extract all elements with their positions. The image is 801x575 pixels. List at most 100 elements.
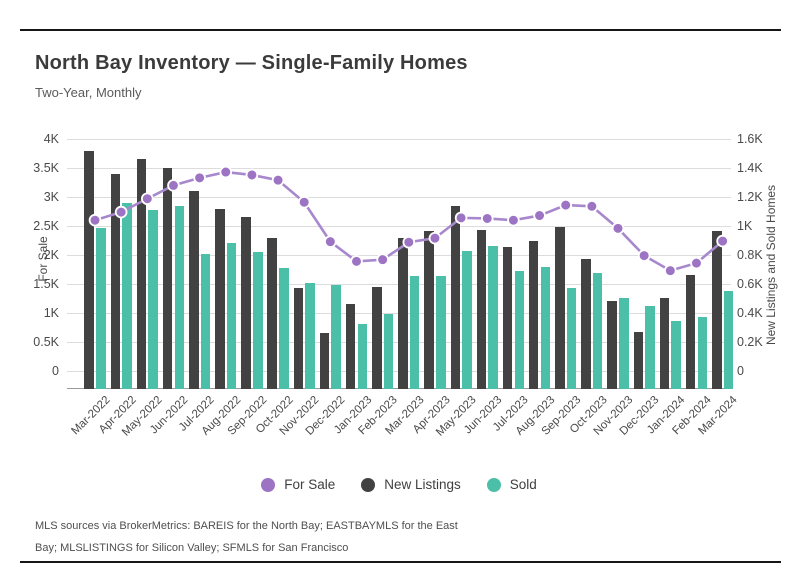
y-axis-tick-left: 1.5K [33,277,59,291]
bar-sold[interactable] [697,317,708,389]
y-axis-tick-right: 0 [737,364,744,378]
for-sale-point[interactable] [88,213,102,227]
bar-sold[interactable] [436,276,446,389]
bar-sold[interactable] [409,276,420,389]
y-axis-tick-left: 2K [43,248,59,262]
bar-new-listings[interactable] [528,240,539,389]
for-sale-point[interactable] [376,253,389,266]
for-sale-point[interactable] [533,209,546,222]
for-sale-point[interactable] [141,192,154,206]
bar-sold[interactable] [148,210,158,389]
bar-new-listings[interactable] [581,258,591,389]
bar-sold[interactable] [671,320,681,389]
bar-sold[interactable] [96,228,106,389]
for-sale-line [94,170,724,273]
bar-sold[interactable] [619,297,629,389]
y-axis-tick-left: 3.5K [33,161,59,175]
y-axis-tick-right: 0.8K [737,248,763,262]
for-sale-point[interactable] [245,168,259,182]
y-axis-tick-left: 0 [52,364,59,378]
gridline [67,168,731,169]
legend-item-sold[interactable]: Sold [486,477,537,492]
y-axis-tick-left: 3K [43,190,59,204]
for-sale-point[interactable] [690,256,703,270]
bar-new-listings[interactable] [267,237,277,389]
top-divider [20,29,781,31]
bar-sold[interactable] [226,242,237,389]
bar-new-listings[interactable] [110,173,121,389]
bar-new-listings[interactable] [162,168,173,389]
gridline [67,197,731,198]
for-sale-point[interactable] [350,255,363,268]
bar-new-listings[interactable] [685,274,696,389]
bar-new-listings[interactable] [345,304,356,389]
legend-item-new-listings[interactable]: New Listings [361,477,461,492]
bar-sold[interactable] [331,285,341,389]
bar-sold[interactable] [305,282,315,389]
bar-sold[interactable] [174,206,185,389]
for-sale-point[interactable] [637,249,651,262]
for-sale-point[interactable] [663,264,677,277]
bar-new-listings[interactable] [476,229,487,389]
bar-sold[interactable] [357,323,368,389]
legend-item-for-sale[interactable]: For Sale [261,477,335,492]
bar-sold[interactable] [279,268,289,389]
bar-sold[interactable] [592,273,603,389]
y-axis-tick-left: 2.5K [33,219,59,233]
bar-sold[interactable] [723,290,734,389]
for-sale-point[interactable] [324,235,337,248]
footer-source-line-2: Bay; MLSLISTINGS for Silicon Valley; SFM… [35,542,349,554]
bar-new-listings[interactable] [424,231,434,389]
bar-new-listings[interactable] [136,159,147,389]
bar-sold[interactable] [540,267,551,389]
for-sale-point[interactable] [428,231,442,245]
for-sale-point[interactable] [716,234,729,248]
for-sale-point[interactable] [480,212,494,225]
bar-new-listings[interactable] [502,247,513,389]
for-sale-point[interactable] [297,195,311,209]
bar-sold[interactable] [462,251,472,389]
y-axis-tick-right: 1.4K [737,161,763,175]
for-sale-point[interactable] [167,179,180,192]
y-axis-tick-right: 1.6K [737,132,763,146]
for-sale-point[interactable] [585,199,599,213]
y-axis-tick-left: 4K [43,132,59,146]
bar-new-listings[interactable] [712,231,722,389]
legend-swatch-icon [361,477,376,492]
bar-sold[interactable] [566,288,577,389]
legend-swatch-icon [486,477,501,492]
bar-sold[interactable] [645,306,655,389]
bar-sold[interactable] [253,252,263,389]
bar-sold[interactable] [122,202,132,389]
bar-new-listings[interactable] [659,297,670,389]
bar-new-listings[interactable] [607,301,617,389]
bar-new-listings[interactable] [319,333,330,389]
bar-new-listings[interactable] [450,206,460,389]
bar-new-listings[interactable] [398,238,408,389]
bar-new-listings[interactable] [372,286,382,389]
for-sale-point[interactable] [611,222,625,235]
bar-sold[interactable] [488,246,498,389]
for-sale-point[interactable] [271,173,285,187]
bar-new-listings[interactable] [84,151,94,389]
for-sale-point[interactable] [507,213,520,227]
for-sale-point[interactable] [219,165,233,179]
bar-sold[interactable] [514,270,524,389]
bar-new-listings[interactable] [555,227,565,389]
bar-sold[interactable] [383,314,394,389]
y-axis-tick-right: 0.4K [737,306,763,320]
for-sale-point[interactable] [114,205,128,219]
for-sale-point[interactable] [559,198,573,212]
bar-new-listings[interactable] [241,217,251,389]
legend-label: Sold [509,477,537,492]
bar-new-listings[interactable] [215,208,225,389]
bar-new-listings[interactable] [293,288,304,389]
for-sale-point[interactable] [402,235,416,249]
for-sale-point[interactable] [193,171,206,185]
legend-swatch-icon [261,477,276,492]
bar-sold[interactable] [200,253,211,389]
bar-new-listings[interactable] [633,331,644,389]
y-axis-tick-right: 1.2K [737,190,763,204]
bar-new-listings[interactable] [189,191,199,389]
for-sale-point[interactable] [454,211,468,225]
